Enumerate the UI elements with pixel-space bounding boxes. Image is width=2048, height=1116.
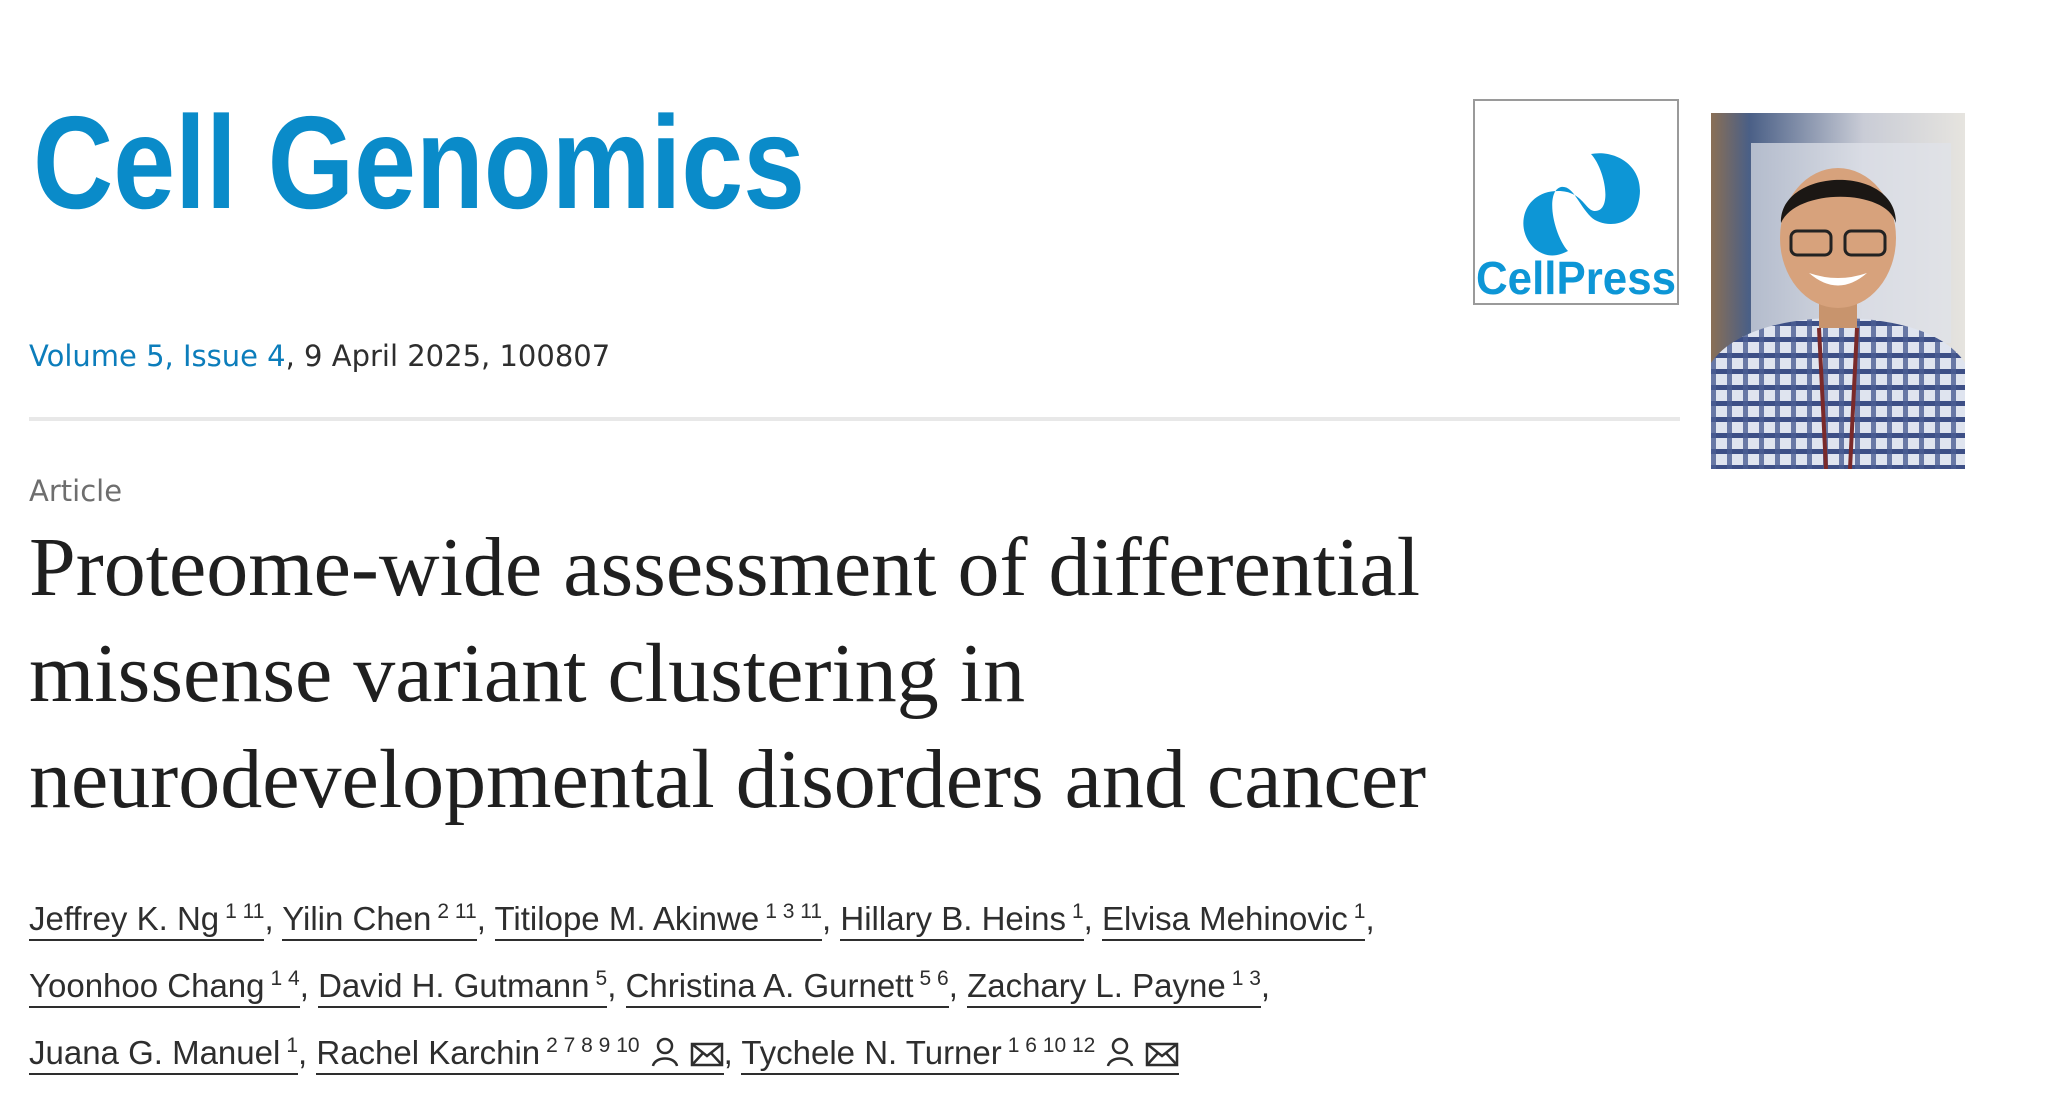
author-separator: , bbox=[948, 967, 958, 1004]
author-name: Tychele N. Turner bbox=[741, 1034, 1002, 1071]
author-separator: , bbox=[298, 1034, 308, 1071]
author-affiliations: 1 bbox=[1353, 900, 1366, 923]
author-link[interactable]: Christina A. Gurnett 5 6 bbox=[625, 967, 949, 1008]
author-separator: , bbox=[1365, 900, 1375, 937]
author-name: Titilope M. Akinwe bbox=[494, 900, 760, 937]
author-icon bbox=[651, 1037, 678, 1067]
author-name: Rachel Karchin bbox=[316, 1034, 541, 1071]
author-name: Hillary B. Heins bbox=[840, 900, 1066, 937]
publisher-logo[interactable]: CellPress bbox=[1473, 99, 1679, 305]
logo-frame bbox=[1473, 99, 1679, 305]
author-link[interactable]: Zachary L. Payne 1 3 bbox=[967, 967, 1261, 1008]
author-affiliations: 1 11 bbox=[225, 900, 265, 923]
author-separator: , bbox=[822, 900, 832, 937]
author-name: Zachary L. Payne bbox=[967, 967, 1226, 1004]
author-name: Yoonhoo Chang bbox=[29, 967, 265, 1004]
journal-name: Cell Genomics bbox=[33, 100, 805, 225]
author-name: Jeffrey K. Ng bbox=[29, 900, 220, 937]
email-icon bbox=[690, 1042, 723, 1067]
author-affiliations: 1 bbox=[1071, 900, 1084, 923]
article-type: Article bbox=[29, 474, 123, 508]
author-link[interactable]: Tychele N. Turner 1 6 10 12 bbox=[741, 1034, 1180, 1075]
author-link[interactable]: Hillary B. Heins 1 bbox=[840, 900, 1084, 941]
author-affiliations: 5 6 bbox=[919, 967, 949, 990]
author-affiliations: 1 4 bbox=[270, 967, 300, 990]
divider bbox=[29, 417, 1680, 421]
logo-mark bbox=[1523, 153, 1640, 256]
author-name: Yilin Chen bbox=[282, 900, 432, 937]
author-affiliations: 2 11 bbox=[437, 900, 477, 923]
author-list: Jeffrey K. Ng 1 11, Yilin Chen 2 11, Titil… bbox=[29, 882, 1729, 1083]
issue-link[interactable]: Volume 5, Issue 4 bbox=[29, 339, 286, 373]
publisher-name: CellPress bbox=[1476, 252, 1676, 304]
author-name: David H. Gutmann bbox=[318, 967, 590, 1004]
email-icon bbox=[1146, 1042, 1179, 1067]
author-affiliations: 2 7 8 9 10 bbox=[546, 1034, 640, 1057]
author-link[interactable]: Titilope M. Akinwe 1 3 11 bbox=[494, 900, 823, 941]
author-affiliations: 1 6 10 12 bbox=[1007, 1034, 1096, 1057]
author-separator: , bbox=[1260, 967, 1271, 1004]
author-affiliations: 1 3 11 bbox=[765, 900, 823, 923]
issue-info: Volume 5, Issue 4, 9 April 2025, 100807 bbox=[29, 339, 610, 373]
author-separator: , bbox=[476, 900, 486, 937]
author-link[interactable]: Yoonhoo Chang 1 4 bbox=[29, 967, 300, 1008]
author-name: Juana G. Manuel bbox=[29, 1034, 281, 1071]
author-separator: , bbox=[264, 900, 274, 937]
author-link[interactable]: Juana G. Manuel 1 bbox=[29, 1034, 299, 1075]
author-name: Elvisa Mehinovic bbox=[1101, 900, 1348, 937]
author-name: Christina A. Gurnett bbox=[625, 967, 914, 1004]
author-affiliations: 5 bbox=[595, 967, 608, 990]
author-photo bbox=[1711, 113, 1965, 469]
author-link[interactable]: David H. Gutmann 5 bbox=[318, 967, 608, 1008]
author-link[interactable]: Yilin Chen 2 11 bbox=[282, 900, 477, 941]
journal-logo[interactable]: Cell Genomics bbox=[29, 100, 819, 225]
author-separator: , bbox=[1083, 900, 1093, 937]
author-separator: , bbox=[607, 967, 617, 1004]
author-link[interactable]: Jeffrey K. Ng 1 11 bbox=[29, 900, 265, 941]
author-separator: , bbox=[299, 967, 309, 1004]
author-separator: , bbox=[723, 1034, 733, 1071]
author-affiliations: 1 3 bbox=[1231, 967, 1261, 990]
author-icon bbox=[1107, 1037, 1134, 1067]
author-link[interactable]: Elvisa Mehinovic 1 bbox=[1101, 900, 1366, 941]
article-title: Proteome-wide assessment of differential… bbox=[29, 521, 1427, 826]
issue-details: , 9 April 2025, 100807 bbox=[285, 339, 611, 373]
author-link[interactable]: Rachel Karchin 2 7 8 9 10 bbox=[316, 1034, 724, 1075]
author-affiliations: 1 bbox=[286, 1034, 299, 1057]
